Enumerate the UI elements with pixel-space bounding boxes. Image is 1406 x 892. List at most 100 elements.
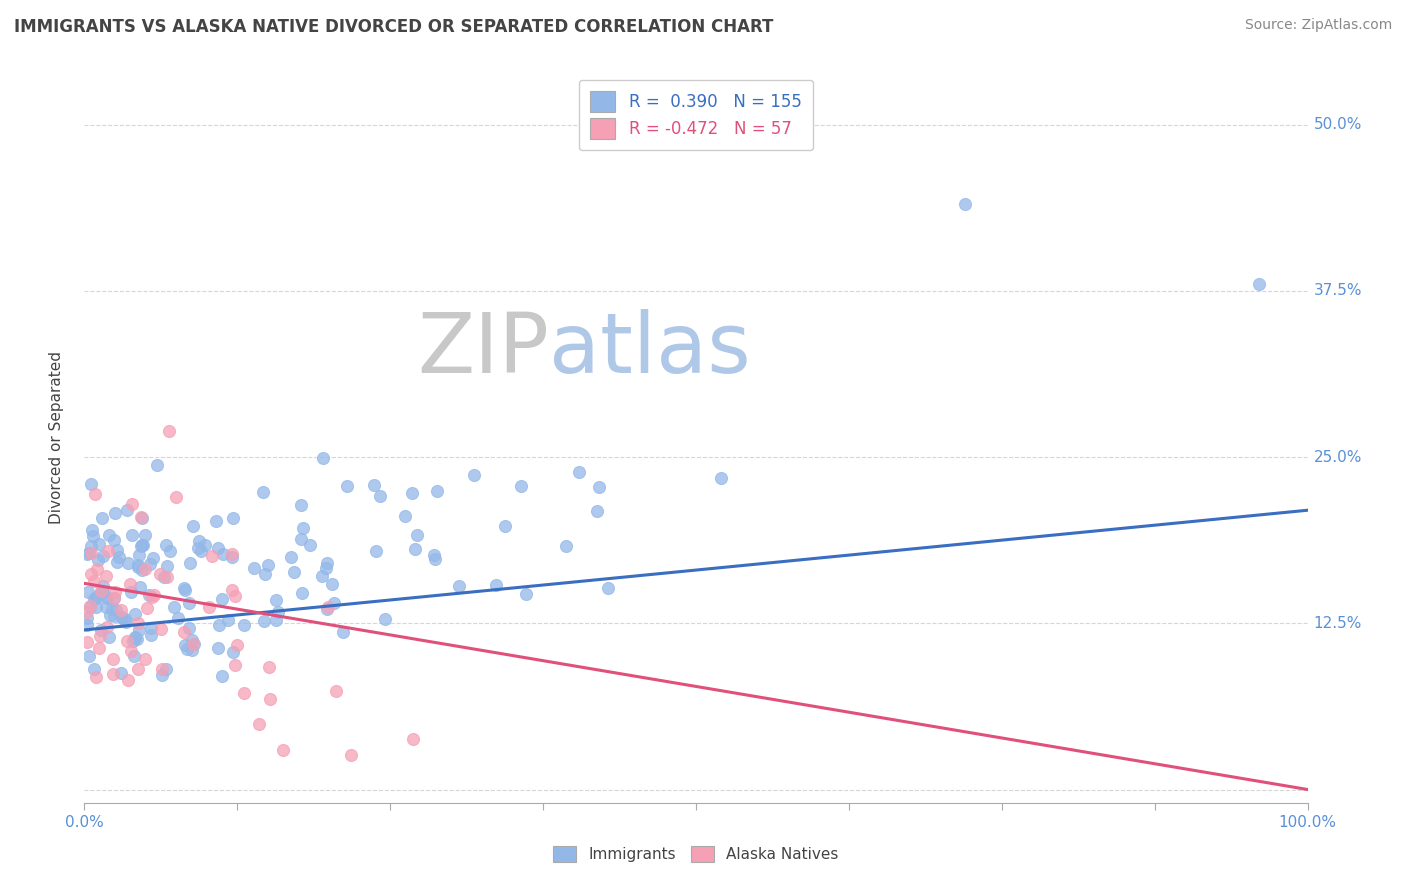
Point xyxy=(299,538,322,552)
Point xyxy=(76,618,98,632)
Point xyxy=(366,544,388,558)
Point xyxy=(98,528,121,542)
Point xyxy=(90,585,112,599)
Point xyxy=(247,717,270,731)
Point xyxy=(134,528,156,542)
Point xyxy=(555,539,578,553)
Point xyxy=(77,584,100,599)
Point xyxy=(98,630,121,644)
Point xyxy=(117,556,139,570)
Point xyxy=(252,485,274,500)
Point xyxy=(155,662,177,676)
Point xyxy=(90,584,112,599)
Point xyxy=(121,497,143,511)
Point xyxy=(402,731,425,746)
Point xyxy=(111,611,134,625)
Point xyxy=(179,596,201,610)
Point xyxy=(84,590,107,604)
Point xyxy=(167,611,190,625)
Point xyxy=(211,591,233,606)
Point xyxy=(152,570,174,584)
Point xyxy=(271,743,294,757)
Point xyxy=(315,561,337,575)
Point xyxy=(132,538,155,552)
Point xyxy=(176,642,198,657)
Point xyxy=(131,563,153,577)
Point xyxy=(76,635,98,649)
Point xyxy=(447,579,470,593)
Point xyxy=(121,634,143,648)
Point xyxy=(103,608,125,623)
Point xyxy=(264,592,287,607)
Text: 37.5%: 37.5% xyxy=(1313,284,1362,298)
Point xyxy=(103,533,125,547)
Point xyxy=(221,549,243,564)
Point xyxy=(221,583,243,598)
Point xyxy=(336,479,359,493)
Point xyxy=(103,652,125,666)
Point xyxy=(138,588,160,602)
Point xyxy=(121,527,143,541)
Point xyxy=(588,480,610,494)
Point xyxy=(709,471,731,485)
Point xyxy=(155,538,177,552)
Point xyxy=(96,620,118,634)
Point xyxy=(118,577,141,591)
Point xyxy=(323,597,346,611)
Point xyxy=(91,549,114,564)
Point xyxy=(423,552,446,566)
Point xyxy=(127,616,149,631)
Point xyxy=(368,489,391,503)
Point xyxy=(82,523,104,537)
Point xyxy=(494,519,516,533)
Point xyxy=(485,578,508,592)
Point xyxy=(127,662,149,676)
Point xyxy=(128,581,150,595)
Point xyxy=(76,547,98,561)
Y-axis label: Divorced or Separated: Divorced or Separated xyxy=(49,351,63,524)
Point xyxy=(108,550,131,565)
Point xyxy=(340,747,363,762)
Point xyxy=(173,582,195,596)
Point xyxy=(120,644,142,658)
Point xyxy=(423,549,446,563)
Point xyxy=(127,559,149,574)
Point xyxy=(135,601,157,615)
Point xyxy=(283,565,305,579)
Point xyxy=(96,591,118,605)
Point xyxy=(183,637,205,651)
Point xyxy=(222,510,245,524)
Point xyxy=(79,546,101,560)
Point xyxy=(266,605,288,619)
Point xyxy=(105,555,128,569)
Point xyxy=(165,490,187,504)
Point xyxy=(105,542,128,557)
Point xyxy=(124,631,146,645)
Point xyxy=(290,533,312,547)
Point xyxy=(156,570,179,584)
Point xyxy=(150,662,173,676)
Point xyxy=(181,518,204,533)
Point xyxy=(103,591,125,606)
Point xyxy=(138,558,160,572)
Point xyxy=(426,484,449,499)
Point xyxy=(190,543,212,558)
Point xyxy=(115,503,138,517)
Point xyxy=(159,544,181,558)
Text: Source: ZipAtlas.com: Source: ZipAtlas.com xyxy=(1244,18,1392,32)
Point xyxy=(318,600,340,615)
Point xyxy=(174,582,197,597)
Point xyxy=(129,539,152,553)
Text: IMMIGRANTS VS ALASKA NATIVE DIVORCED OR SEPARATED CORRELATION CHART: IMMIGRANTS VS ALASKA NATIVE DIVORCED OR … xyxy=(14,18,773,36)
Point xyxy=(128,548,150,562)
Point xyxy=(222,645,245,659)
Point xyxy=(89,629,111,643)
Point xyxy=(120,585,142,599)
Point xyxy=(76,611,98,625)
Point xyxy=(290,499,312,513)
Point xyxy=(98,607,121,622)
Point xyxy=(117,673,139,688)
Point xyxy=(134,651,156,665)
Point xyxy=(96,600,118,615)
Point xyxy=(79,600,101,615)
